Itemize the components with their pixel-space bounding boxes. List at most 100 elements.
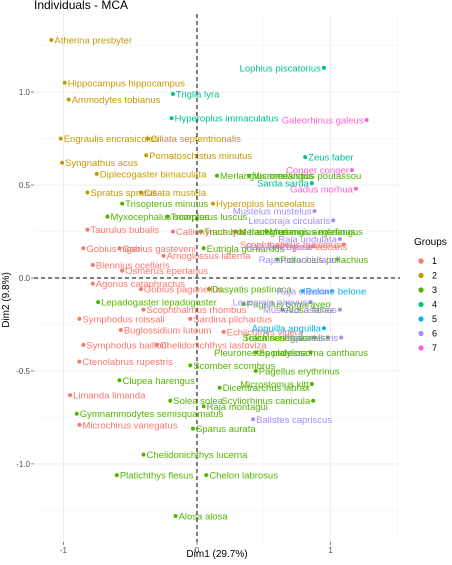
y-tick-label: 1.0 bbox=[19, 88, 31, 97]
point-label: Belone belone bbox=[305, 287, 366, 298]
data-point bbox=[217, 385, 222, 390]
data-point bbox=[312, 209, 317, 214]
point-label: Hippocampus hippocampus bbox=[68, 78, 185, 89]
data-point bbox=[170, 91, 175, 96]
legend-key bbox=[418, 330, 424, 337]
data-point bbox=[170, 229, 175, 234]
point-label: Hyperoplus immaculatus bbox=[175, 114, 279, 125]
legend-title: Groups bbox=[414, 237, 447, 248]
data-point bbox=[165, 214, 170, 219]
data-point bbox=[81, 246, 86, 251]
point-label: Pagellus erythrinus bbox=[259, 366, 340, 377]
point-label: Spondyliosoma cantharus bbox=[259, 348, 369, 359]
point-label: Sardina pilchardus bbox=[193, 314, 272, 325]
data-point bbox=[144, 153, 149, 158]
data-point bbox=[190, 426, 195, 431]
point-label: Trisopterus minutus bbox=[125, 199, 208, 210]
data-point bbox=[309, 381, 314, 386]
point-label: Arnoglossus laterna bbox=[167, 251, 252, 262]
data-point bbox=[311, 244, 316, 249]
point-label: Solea solea bbox=[173, 396, 223, 407]
point-label: Hyperoplus lanceolatus bbox=[216, 199, 315, 210]
point-label: Ctenolabrus rupestris bbox=[82, 357, 173, 368]
y-tick-label: 0.5 bbox=[19, 181, 31, 190]
point-label: Syngnathus acus bbox=[65, 158, 138, 169]
point-label: Osmerus eperlanus bbox=[125, 266, 208, 277]
data-point bbox=[74, 411, 79, 416]
point-label: Ciliata septentrionalis bbox=[151, 134, 242, 145]
point-label: Balistes capriscus bbox=[256, 415, 332, 426]
data-point bbox=[141, 307, 146, 312]
point-label: Melanogrammus aeglefinus bbox=[239, 227, 356, 238]
point-label: Trisopterus luscus bbox=[171, 212, 248, 223]
data-point bbox=[341, 242, 346, 247]
data-point bbox=[247, 173, 252, 178]
y-tick-label: -0.5 bbox=[16, 367, 30, 376]
point-label: Ciliata mustela bbox=[144, 188, 207, 199]
data-point bbox=[145, 136, 150, 141]
data-point bbox=[60, 160, 65, 165]
data-point bbox=[85, 190, 90, 195]
point-label: Sarda sarda bbox=[257, 179, 309, 190]
chart-title: Individuals - MCA bbox=[34, 0, 128, 12]
point-label: Chelidonichthys lastoviza bbox=[160, 340, 267, 351]
data-point bbox=[204, 473, 209, 478]
data-point bbox=[120, 268, 125, 273]
data-point bbox=[215, 173, 219, 178]
data-point bbox=[68, 393, 73, 398]
data-point bbox=[77, 422, 82, 427]
point-label: Mustelus mustelus bbox=[233, 207, 312, 218]
data-point bbox=[201, 246, 206, 251]
legend-label: 2 bbox=[432, 271, 437, 281]
point-label: Sparus aurata bbox=[196, 424, 256, 435]
data-point bbox=[114, 473, 119, 478]
point-label: Raja clavata bbox=[277, 287, 330, 298]
axis-ticks: -1 0 1 -1.0 -0.5 0.0 0.5 1.0 bbox=[16, 88, 333, 555]
data-point bbox=[253, 350, 258, 355]
data-point bbox=[90, 262, 95, 267]
point-label: Merlangius merlangus bbox=[269, 227, 363, 238]
point-label: Limanda limanda bbox=[73, 391, 146, 402]
point-label: Microchirus variegatus bbox=[82, 420, 177, 431]
legend-label: 6 bbox=[432, 329, 437, 339]
legend: Groups 1 2 3 4 5 6 7 bbox=[414, 237, 447, 353]
legend-key bbox=[418, 258, 424, 264]
data-point bbox=[335, 257, 340, 262]
point-label: Scophthalmus rhombus bbox=[147, 305, 247, 316]
point-label: Lophius piscatorius bbox=[240, 63, 322, 74]
point-label: Galeorhinus galeus bbox=[282, 115, 364, 126]
point-label: Engraulis encrasicolus bbox=[64, 134, 159, 145]
point-label: Conger conger bbox=[286, 166, 349, 177]
data-point bbox=[280, 307, 285, 312]
data-point bbox=[168, 398, 173, 403]
data-point bbox=[77, 359, 82, 364]
legend-label: 4 bbox=[432, 300, 437, 310]
point-label: Chelidonichthys lucerna bbox=[147, 450, 249, 461]
point-label: Pollachius pollachius bbox=[280, 255, 368, 266]
x-tick-label: 1 bbox=[328, 546, 333, 555]
data-point bbox=[118, 328, 123, 333]
data-point bbox=[311, 398, 316, 403]
data-point bbox=[77, 316, 82, 321]
point-label: Lepadogaster lepadogaster bbox=[101, 298, 217, 309]
y-tick-label: 0.0 bbox=[19, 274, 31, 283]
point-label: Solea senegalensis bbox=[242, 333, 325, 344]
data-point bbox=[300, 289, 305, 294]
data-point bbox=[169, 116, 174, 121]
data-point bbox=[337, 236, 342, 241]
point-label: Gobius gasteveni bbox=[122, 244, 195, 255]
point-label: Scomber scombrus bbox=[193, 361, 275, 372]
point-label: Rajamicroocellata bbox=[259, 255, 335, 266]
point-label: Spratus spratus bbox=[90, 188, 157, 199]
point-label: Trachinus draco bbox=[244, 333, 312, 344]
data-point bbox=[308, 350, 313, 355]
data-point bbox=[94, 171, 99, 176]
points-layer bbox=[49, 38, 369, 518]
data-point bbox=[264, 229, 269, 234]
data-point bbox=[138, 190, 143, 195]
data-point bbox=[161, 253, 166, 258]
point-label: Scyliorhinus canicula bbox=[221, 396, 310, 407]
point-label: Callionymus lyra bbox=[176, 227, 246, 238]
data-point bbox=[251, 417, 256, 422]
point-label: Scophthalmus maximus bbox=[240, 240, 341, 251]
